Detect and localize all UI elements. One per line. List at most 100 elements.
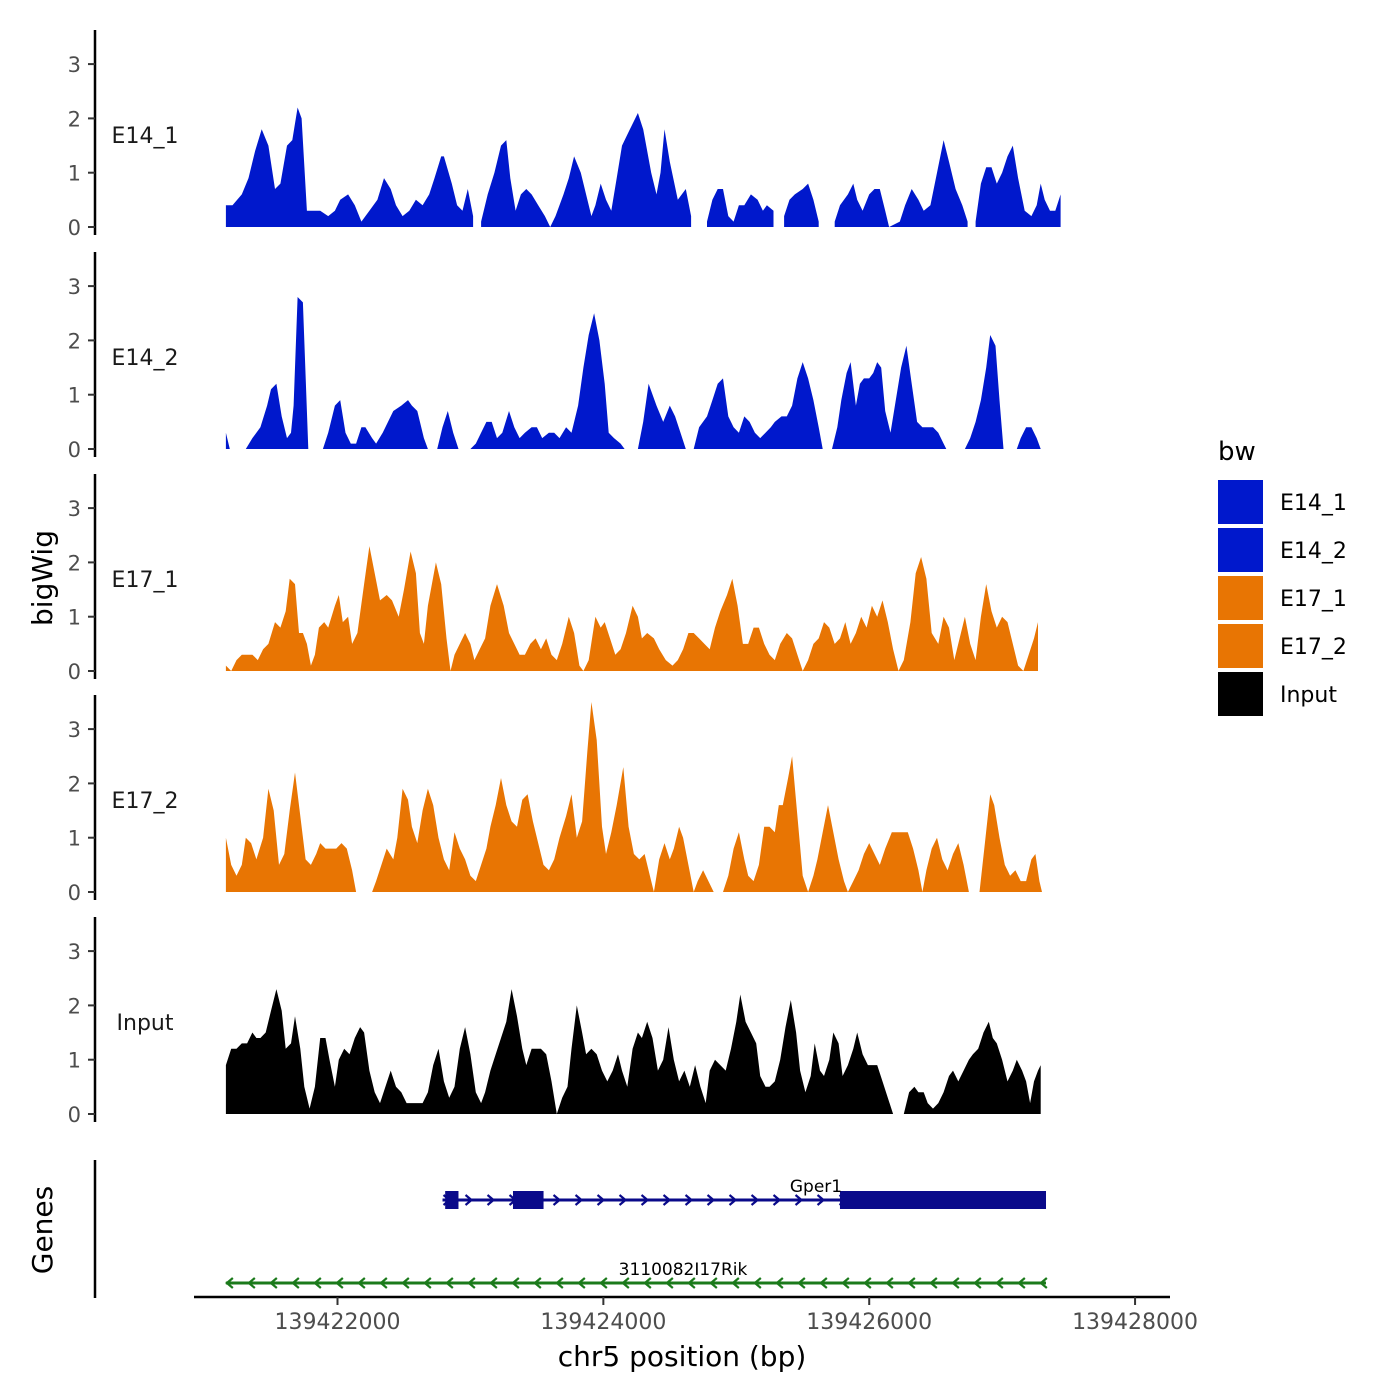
signal-area: [225, 546, 1038, 671]
y-axis-title: bigWig: [26, 530, 59, 626]
y-tick-label: 1: [68, 162, 81, 186]
y-tick-label: 0: [68, 438, 81, 462]
track-label: E14_2: [112, 346, 179, 371]
track-label: Input: [117, 1011, 174, 1036]
legend-swatch-E17_1: [1218, 576, 1263, 620]
signal-area: [979, 794, 1042, 892]
track-panels: 0 1 2 3 E14_1 0 1 2 3 E14_2 0 1 2 3 E17_1 0 1 2 3 E17_2 0 1 2 3…: [68, 30, 1061, 1127]
y-tick-label: 2: [68, 107, 81, 131]
track-E17_2: 0 1 2 3 E17_2: [68, 695, 1042, 905]
strand-chevron: [291, 1277, 300, 1289]
strand-chevron: [684, 1194, 694, 1206]
strand-chevron: [533, 1277, 542, 1289]
legend-label: E17_1: [1280, 587, 1347, 612]
strand-chevron: [995, 1277, 1004, 1289]
y-tick-label: 0: [68, 660, 81, 684]
y-tick-label: 0: [68, 881, 81, 905]
strand-chevron: [709, 1277, 718, 1289]
strand-chevron: [511, 1277, 520, 1289]
signal-area: [834, 140, 968, 227]
strand-chevron: [379, 1277, 388, 1289]
strand-chevron: [555, 1277, 564, 1289]
strand-chevron: [728, 1194, 738, 1206]
y-tick-label: 3: [68, 718, 81, 742]
y-tick-label: 1: [68, 384, 81, 408]
x-axis: 139422000 139424000 139426000 139428000: [194, 1295, 1198, 1335]
strand-chevron: [973, 1277, 982, 1289]
strand-chevron: [819, 1277, 828, 1289]
signal-area: [975, 145, 1061, 227]
strand-chevron: [885, 1277, 894, 1289]
signal-area: [707, 189, 774, 227]
y-tick-label: 1: [68, 606, 81, 630]
strand-chevron: [486, 1194, 496, 1206]
gene-label: 3110082I17Rik: [619, 1260, 748, 1280]
strand-chevron: [750, 1194, 760, 1206]
strand-chevron: [665, 1277, 674, 1289]
genes-axis-title: Genes: [26, 1186, 59, 1274]
signal-area: [832, 345, 947, 449]
strand-chevron: [816, 1194, 826, 1206]
gene-track: Gper1 3110082I17Rik: [93, 1160, 1048, 1298]
y-tick-label: 3: [68, 940, 81, 964]
x-tick-label: 139428000: [1072, 1310, 1198, 1335]
legend-swatch-E14_1: [1218, 480, 1263, 524]
strand-chevron: [731, 1277, 740, 1289]
gene-3110082I17Rik: 3110082I17Rik: [225, 1260, 1048, 1289]
legend-label: E14_1: [1280, 491, 1347, 516]
strand-chevron: [574, 1194, 584, 1206]
track-E14_2: 0 1 2 3 E14_2: [68, 252, 1041, 462]
exon: [839, 1191, 1047, 1209]
strand-chevron: [1039, 1277, 1048, 1289]
strand-chevron: [863, 1277, 872, 1289]
y-tick-label: 2: [68, 551, 81, 575]
legend-title: bw: [1218, 437, 1256, 467]
legend-label: E14_2: [1280, 539, 1347, 564]
strand-chevron: [423, 1277, 432, 1289]
strand-chevron: [445, 1277, 454, 1289]
strand-chevron: [225, 1277, 234, 1289]
x-tick-label: 139422000: [275, 1310, 401, 1335]
strand-chevron: [596, 1194, 606, 1206]
track-Input: 0 1 2 3 Input: [68, 917, 1041, 1127]
strand-chevron: [552, 1194, 562, 1206]
y-tick-label: 3: [68, 53, 81, 77]
legend: bw E14_1 E14_2 E17_1 E17_2 Input: [1218, 437, 1347, 716]
signal-area: [903, 1021, 1041, 1114]
signal-area: [225, 989, 894, 1114]
strand-chevron: [464, 1194, 474, 1206]
strand-chevron: [643, 1277, 652, 1289]
x-tick-label: 139426000: [806, 1310, 932, 1335]
strand-chevron: [687, 1277, 696, 1289]
strand-chevron: [907, 1277, 916, 1289]
strand-chevron: [706, 1194, 716, 1206]
strand-chevron: [269, 1277, 278, 1289]
x-tick-label: 139424000: [540, 1310, 666, 1335]
strand-chevron: [794, 1194, 804, 1206]
strand-chevron: [640, 1194, 650, 1206]
strand-chevron: [662, 1194, 672, 1206]
legend-swatch-E14_2: [1218, 528, 1263, 572]
y-tick-label: 2: [68, 329, 81, 353]
y-tick-label: 3: [68, 497, 81, 521]
strand-chevron: [489, 1277, 498, 1289]
legend-swatch-E17_2: [1218, 624, 1263, 668]
signal-area: [723, 756, 969, 892]
strand-chevron: [357, 1277, 366, 1289]
strand-chevron: [1017, 1277, 1026, 1289]
track-label: E14_1: [112, 124, 179, 149]
strand-chevron: [772, 1194, 782, 1206]
signal-area: [322, 400, 459, 449]
strand-chevron: [775, 1277, 784, 1289]
legend-label: E17_2: [1280, 635, 1347, 660]
legend-swatch-Input: [1218, 672, 1263, 716]
strand-chevron: [929, 1277, 938, 1289]
signal-area: [481, 113, 692, 227]
exon: [512, 1191, 544, 1209]
y-tick-label: 1: [68, 1049, 81, 1073]
y-tick-label: 1: [68, 827, 81, 851]
signal-area: [693, 362, 823, 449]
strand-chevron: [467, 1277, 476, 1289]
track-E17_1: 0 1 2 3 E17_1: [68, 474, 1038, 684]
